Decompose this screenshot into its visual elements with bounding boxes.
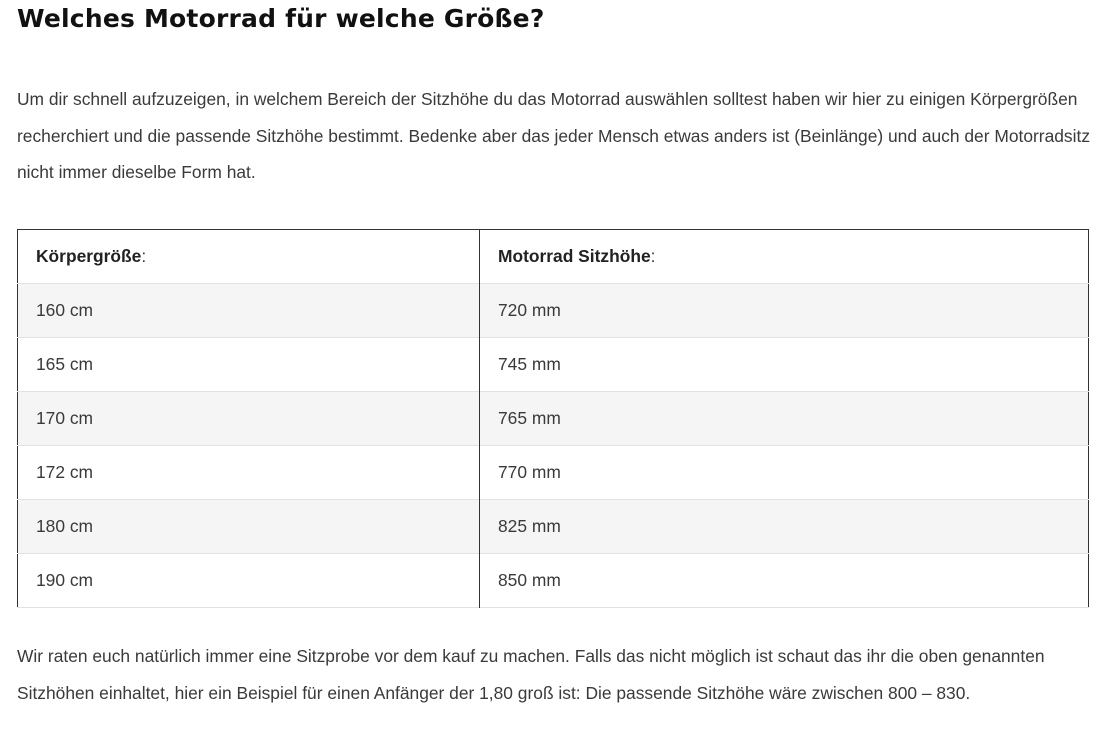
table-row: 190 cm 850 mm: [17, 553, 1089, 608]
table-row: 160 cm 720 mm: [17, 283, 1089, 338]
header-suffix: :: [650, 246, 656, 266]
intro-paragraph: Um dir schnell aufzuzeigen, in welchem B…: [17, 89, 1091, 182]
page-title: Welches Motorrad für welche Größe?: [17, 4, 545, 33]
cell-seat-height: 825 mm: [479, 499, 1089, 554]
header-label: Motorrad Sitzhöhe: [498, 246, 651, 266]
table-row: 172 cm 770 mm: [17, 445, 1089, 500]
cell-body-height: 180 cm: [17, 499, 480, 554]
cell-body-height: 160 cm: [17, 283, 480, 338]
table-row: 170 cm 765 mm: [17, 391, 1089, 446]
cell-body-height: 170 cm: [17, 391, 480, 446]
cell-seat-height: 720 mm: [479, 283, 1089, 338]
header-label: Körpergröße: [36, 246, 142, 266]
cell-seat-height: 770 mm: [479, 445, 1089, 500]
cell-seat-height: 765 mm: [479, 391, 1089, 446]
outro-paragraph: Wir raten euch natürlich immer eine Sitz…: [17, 646, 1045, 703]
table-header-row: Körpergröße: Motorrad Sitzhöhe:: [17, 229, 1089, 284]
header-cell-height: Körpergröße:: [17, 229, 480, 284]
header-suffix: :: [141, 246, 147, 266]
cell-body-height: 190 cm: [17, 553, 480, 608]
cell-seat-height: 745 mm: [479, 337, 1089, 392]
cell-body-height: 165 cm: [17, 337, 480, 392]
size-table: Körpergröße: Motorrad Sitzhöhe: 160 cm 72…: [17, 229, 1089, 608]
table-row: 180 cm 825 mm: [17, 499, 1089, 554]
header-cell-seat-height: Motorrad Sitzhöhe:: [480, 230, 1089, 284]
table-row: 165 cm 745 mm: [17, 337, 1089, 392]
cell-body-height: 172 cm: [17, 445, 480, 500]
cell-seat-height: 850 mm: [479, 553, 1089, 608]
